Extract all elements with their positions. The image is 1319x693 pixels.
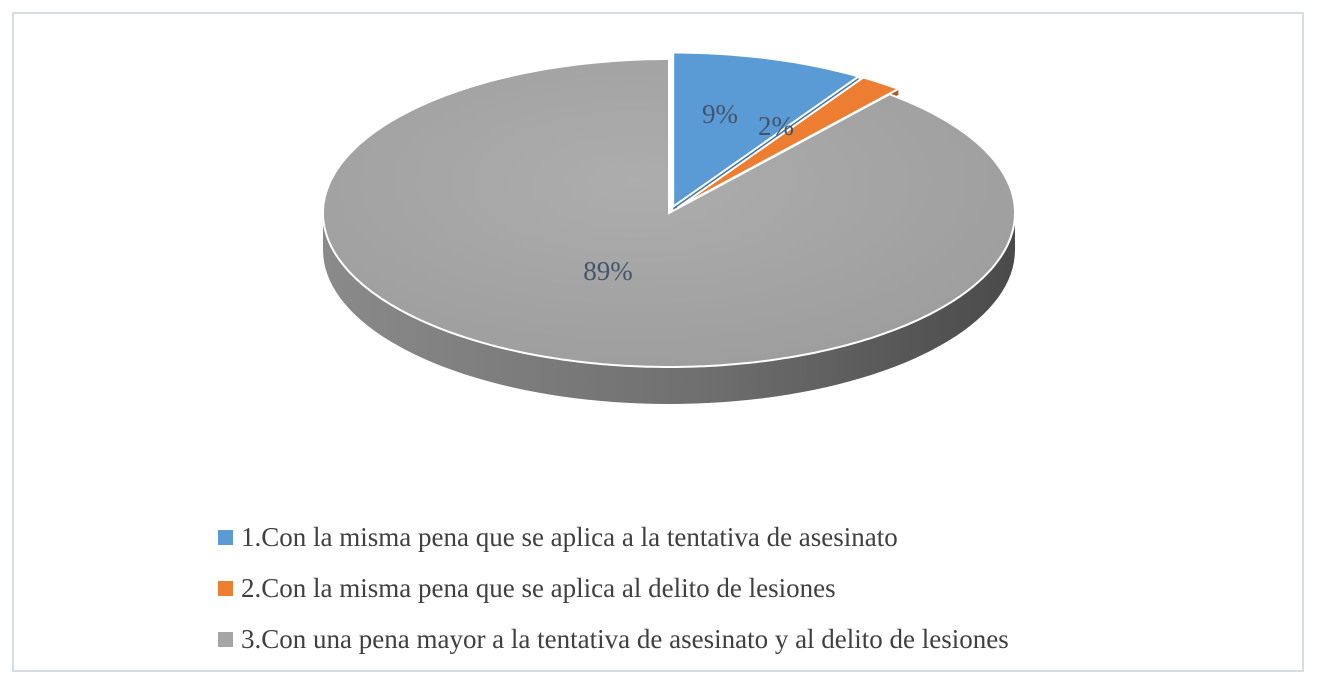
legend-item-2: 2.Con la misma pena que se aplica al del… bbox=[218, 563, 1009, 614]
legend: 1.Con la misma pena que se aplica a la t… bbox=[218, 512, 1009, 665]
legend-label-3: 3.Con una pena mayor a la tentativa de a… bbox=[241, 624, 1009, 654]
legend-item-1: 1.Con la misma pena que se aplica a la t… bbox=[218, 512, 1009, 563]
pie-side-3 bbox=[323, 213, 1015, 404]
pie-slice-2 bbox=[677, 76, 901, 209]
pie-slice-3 bbox=[322, 58, 1016, 368]
pie-slice-1 bbox=[672, 51, 861, 209]
legend-swatch-1 bbox=[218, 530, 233, 545]
data-label-1: 9% bbox=[702, 99, 738, 129]
legend-label-2: 2.Con la misma pena que se aplica al del… bbox=[241, 573, 836, 603]
data-label-3: 89% bbox=[583, 256, 633, 286]
legend-swatch-3 bbox=[218, 632, 233, 647]
legend-label-1: 1.Con la misma pena que se aplica a la t… bbox=[241, 522, 898, 552]
legend-item-3: 3.Con una pena mayor a la tentativa de a… bbox=[218, 614, 1009, 665]
data-label-2: 2% bbox=[758, 111, 794, 141]
legend-swatch-2 bbox=[218, 581, 233, 596]
